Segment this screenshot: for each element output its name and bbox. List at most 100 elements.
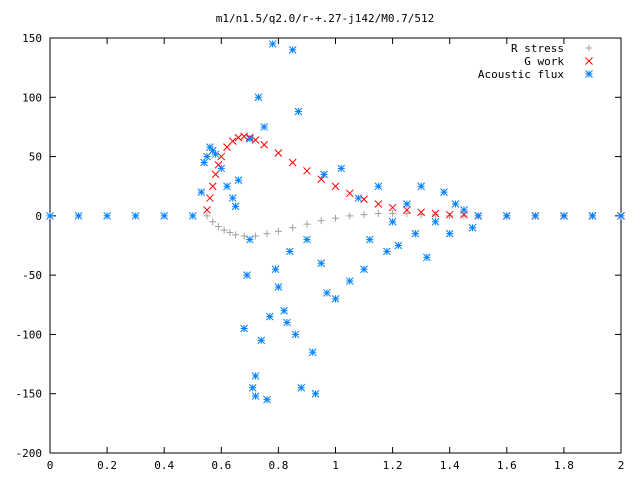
data-point [388, 217, 397, 226]
data-point [331, 182, 340, 191]
data-point [208, 182, 217, 191]
data-point [560, 212, 568, 220]
data-point [188, 212, 197, 220]
data-point [46, 212, 54, 220]
data-point [217, 164, 226, 173]
x-tick-label: 0.4 [154, 459, 174, 472]
data-point [231, 202, 240, 211]
x-tick-label: 0.8 [268, 459, 288, 472]
data-point [440, 188, 448, 196]
data-point [337, 164, 346, 173]
data-point [200, 158, 209, 167]
data-point [317, 175, 326, 183]
chart-title: m1/n1.5/q2.0/r-+.27-j142/M0.7/512 [216, 12, 435, 25]
y-tick-label: 100 [22, 91, 42, 104]
data-point [274, 227, 282, 235]
data-point [531, 212, 540, 220]
y-tick-label: 150 [22, 32, 42, 45]
data-point [451, 200, 460, 208]
legend-label: Acoustic flux [478, 68, 564, 81]
x-tick-label: 0 [47, 459, 54, 472]
data-point [445, 229, 454, 238]
data-point [345, 189, 354, 198]
y-tick-label: -50 [22, 269, 42, 282]
data-point [460, 212, 468, 220]
data-point [354, 194, 363, 202]
y-tick-label: -200 [16, 447, 43, 460]
data-point [288, 46, 297, 54]
x-tick-label: 0.2 [97, 459, 117, 472]
data-point [446, 212, 454, 220]
data-point [288, 158, 297, 167]
data-point [617, 212, 625, 220]
data-point [291, 330, 300, 339]
x-tick-label: 1 [332, 459, 339, 472]
data-point [403, 206, 411, 214]
data-point [431, 217, 440, 226]
data-point [228, 137, 237, 146]
data-point [220, 226, 228, 234]
x-tick-label: 1.8 [554, 459, 574, 472]
data-point [251, 372, 260, 380]
data-point [228, 194, 237, 202]
data-point [345, 277, 354, 285]
data-point [74, 212, 83, 220]
data-point [209, 218, 217, 226]
data-series [46, 40, 625, 404]
legend-marker [585, 70, 593, 78]
series-acoustic-flux [46, 40, 625, 404]
data-point [251, 392, 260, 400]
y-tick-label: -150 [16, 388, 43, 401]
data-point [374, 209, 382, 217]
data-point [263, 395, 271, 404]
x-tick-label: 2 [618, 459, 625, 472]
y-tick-label: 50 [29, 151, 42, 164]
y-tick-label: -100 [16, 328, 43, 341]
data-point [232, 231, 240, 239]
data-point [131, 212, 140, 220]
data-point [460, 206, 468, 214]
data-point [317, 259, 326, 268]
data-point [431, 211, 439, 219]
data-point [243, 271, 251, 279]
x-tick-label: 1.6 [497, 459, 517, 472]
data-point [468, 223, 477, 232]
data-point [320, 170, 328, 179]
legend-label: G work [524, 55, 564, 68]
data-point [331, 295, 340, 303]
data-point [280, 306, 288, 315]
data-point [297, 383, 306, 392]
data-point [245, 134, 254, 143]
x-tick-label: 1.2 [383, 459, 403, 472]
data-point [374, 200, 383, 208]
data-point [257, 336, 266, 345]
x-axis-ticks: 0 0.2 0.4 0.6 0.8 1 1.2 1.4 1.6 1.8 2 [47, 38, 625, 472]
data-point [226, 228, 234, 236]
x-tick-label: 1.4 [440, 459, 460, 472]
data-point [388, 203, 397, 212]
data-point [203, 212, 211, 220]
data-point [103, 212, 111, 220]
data-point [240, 324, 248, 333]
data-point [303, 166, 311, 175]
data-point [289, 224, 297, 232]
data-point [206, 194, 214, 202]
data-point [285, 247, 294, 256]
data-point [317, 217, 325, 225]
data-point [374, 182, 383, 191]
data-point [417, 208, 426, 217]
data-point [211, 150, 220, 159]
data-point [197, 188, 206, 196]
data-point [360, 265, 368, 274]
y-tick-label: 0 [35, 210, 42, 223]
data-point [223, 182, 231, 191]
data-point [234, 176, 243, 185]
data-point [588, 212, 597, 220]
data-point [274, 283, 283, 291]
legend-marker [585, 57, 593, 65]
data-point [365, 235, 374, 244]
data-point [260, 123, 268, 131]
data-point [214, 223, 222, 231]
